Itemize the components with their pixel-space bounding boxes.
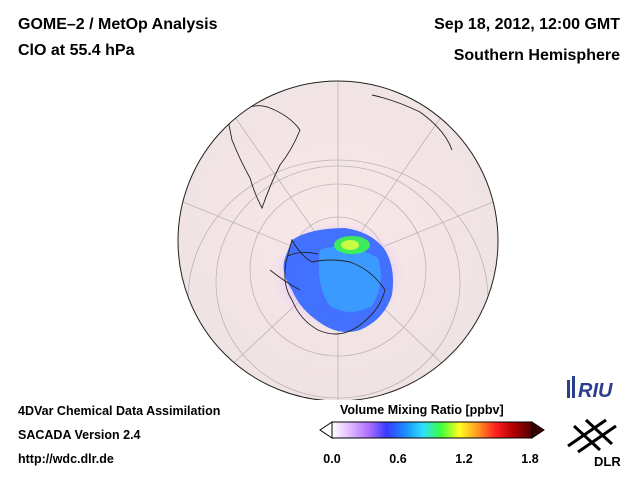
colorbar-tick-1: 0.6 xyxy=(389,452,407,466)
colorbar-tick-2: 1.2 xyxy=(455,452,473,466)
subtitle: ClO at 55.4 hPa xyxy=(18,42,135,59)
footer-url: http://wdc.dlr.de xyxy=(18,452,114,466)
globe-map xyxy=(177,80,499,400)
region-label: Southern Hemisphere xyxy=(453,47,620,64)
colorbar-scale xyxy=(331,421,533,439)
clo-field xyxy=(270,219,406,332)
title: GOME–2 / MetOp Analysis xyxy=(18,16,218,33)
colorbar-tick-0: 0.0 xyxy=(323,452,341,466)
datetime: Sep 18, 2012, 12:00 GMT xyxy=(434,16,620,33)
colorbar xyxy=(319,421,545,439)
footer-system: 4DVar Chemical Data Assimilation xyxy=(18,404,221,418)
colorbar-max-arrow xyxy=(531,421,545,439)
riu-logo-text: RIU xyxy=(578,380,613,402)
colorbar-tick-3: 1.8 xyxy=(521,452,539,466)
coastlines xyxy=(227,94,453,335)
footer-version: SACADA Version 2.4 xyxy=(18,428,141,442)
dlr-logo: DLR xyxy=(567,418,621,469)
colorbar-min-arrow xyxy=(319,421,333,439)
dlr-logo-text: DLR xyxy=(594,454,621,469)
riu-logo: RIU xyxy=(567,376,613,402)
colorbar-title: Volume Mixing Ratio [ppbv] xyxy=(340,403,504,417)
